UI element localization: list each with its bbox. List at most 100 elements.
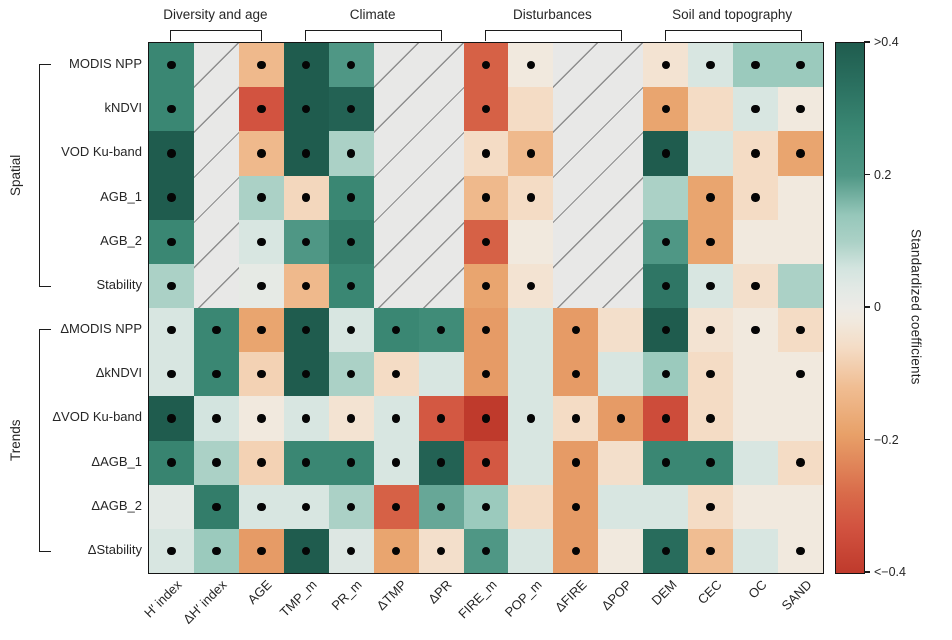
significance-dot [526, 414, 536, 423]
significance-dot [302, 193, 311, 202]
significance-dot [302, 105, 311, 114]
row-group-bracket [39, 64, 51, 287]
significance-dot [346, 105, 356, 114]
heatmap-cell [688, 175, 734, 221]
heatmap-cell [508, 131, 554, 176]
heatmap-cell [688, 440, 734, 486]
significance-dot [661, 60, 670, 70]
significance-dot [706, 458, 715, 467]
heatmap-cell [643, 43, 689, 88]
significance-dot [481, 458, 491, 467]
significance-dot [481, 60, 491, 70]
significance-dot [257, 105, 266, 114]
heatmap-cell [688, 528, 734, 574]
heatmap-cell [283, 484, 330, 530]
significance-dot [346, 237, 356, 246]
significance-dot [796, 325, 805, 335]
row-group-label: Trends [8, 418, 23, 461]
heatmap-cell [688, 43, 734, 88]
significance-dot [481, 149, 491, 158]
significance-dot [661, 458, 670, 467]
heatmap-cell [193, 352, 240, 397]
heatmap-cell [508, 43, 554, 88]
column-group-bracket [170, 30, 263, 41]
significance-dot [167, 458, 176, 467]
heatmap-cell [778, 440, 824, 486]
heatmap-cell [688, 131, 734, 176]
heatmap-cell [328, 484, 375, 530]
significance-dot [167, 370, 176, 379]
heatmap-cell [508, 308, 554, 353]
heatmap-cell [463, 263, 509, 309]
significance-dot [571, 502, 581, 511]
heatmap-cell [643, 352, 689, 397]
heatmap-cell [463, 175, 509, 221]
heatmap-cell [418, 308, 464, 353]
heatmap-cell [778, 484, 824, 530]
column-group-label: Diversity and age [163, 7, 268, 22]
heatmap-cell [598, 440, 644, 486]
heatmap-cell [328, 43, 375, 88]
heatmap-cell [778, 43, 824, 88]
heatmap-cell [463, 440, 509, 486]
heatmap-cell [149, 175, 195, 221]
significance-dot [257, 325, 266, 335]
heatmap-cell [283, 528, 330, 574]
significance-dot [391, 502, 401, 511]
heatmap-cell [688, 263, 734, 309]
heatmap-cell [733, 43, 779, 88]
colorbar-tick-label: >0.4 [874, 35, 899, 49]
heatmap-cell [328, 528, 375, 574]
heatmap-cell [283, 263, 330, 309]
significance-dot [661, 546, 670, 556]
heatmap-cell [688, 219, 734, 265]
column-group-bracket [305, 30, 443, 41]
hatched-region [193, 43, 239, 308]
significance-dot [257, 60, 266, 70]
significance-dot [751, 325, 760, 335]
column-group-bracket [664, 30, 802, 41]
heatmap-cell [238, 308, 285, 353]
significance-dot [751, 281, 760, 291]
heatmap-cell [733, 352, 779, 397]
significance-dot [751, 193, 760, 202]
row-label: MODIS NPP [69, 56, 142, 72]
significance-dot [346, 458, 356, 467]
significance-dot [257, 502, 266, 511]
row-label: AGB_2 [100, 232, 142, 248]
heatmap-cell [373, 308, 419, 353]
significance-dot [302, 281, 311, 291]
heatmap-cell [149, 308, 195, 353]
colorbar-tick [864, 173, 870, 176]
significance-dot [706, 60, 715, 70]
significance-dot [302, 458, 311, 467]
significance-dot [212, 414, 221, 423]
heatmap-cell [373, 484, 419, 530]
heatmap-cell [508, 528, 554, 574]
heatmap-cell [778, 87, 824, 132]
heatmap-cell [149, 528, 195, 574]
heatmap-cell [463, 43, 509, 88]
heatmap-cell [778, 219, 824, 265]
heatmap-cell [778, 352, 824, 397]
heatmap-cell [553, 528, 599, 574]
heatmap-cell [688, 396, 734, 441]
significance-dot [346, 193, 356, 202]
significance-dot [257, 370, 266, 379]
colorbar-tick-label: <−0.4 [874, 565, 906, 579]
significance-dot [167, 60, 176, 70]
heatmap-cell [688, 484, 734, 530]
significance-dot [481, 414, 491, 423]
heatmap-cell [328, 87, 375, 132]
significance-dot [526, 149, 536, 158]
significance-dot [257, 414, 266, 423]
heatmap-cell [463, 131, 509, 176]
heatmap-cell [643, 175, 689, 221]
significance-dot [526, 60, 536, 70]
heatmap-cell [733, 131, 779, 176]
heatmap-cell [508, 440, 554, 486]
significance-dot [661, 105, 670, 114]
heatmap-cell [418, 440, 464, 486]
heatmap-cell [193, 484, 240, 530]
heatmap-cell [373, 440, 419, 486]
